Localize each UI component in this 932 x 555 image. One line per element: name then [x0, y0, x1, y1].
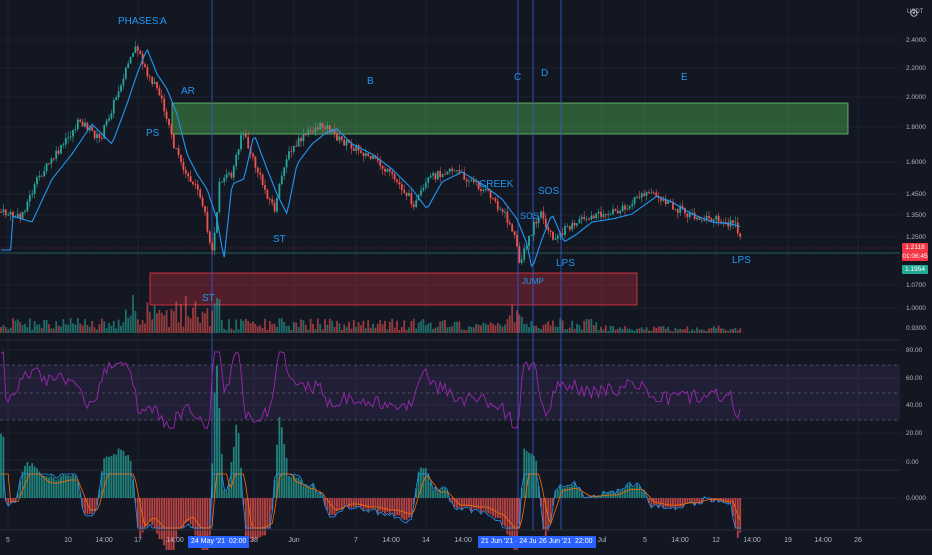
price-tick: 1.8000 [906, 124, 926, 131]
rsi-tick: 80.00 [906, 347, 923, 354]
rsi-tick: 40.00 [906, 402, 923, 409]
time-axis[interactable]: 5 10 14:00 17 14:00 28 Jun 7 14:00 14 14… [6, 537, 862, 544]
st-label-2: ST [202, 293, 215, 304]
sos-label: SOS [538, 186, 559, 197]
time-tick: 28 [250, 537, 258, 544]
countdown-tag: 01:06:45 [902, 252, 928, 261]
time-tick: 12 [712, 537, 720, 544]
vertical-lines [212, 0, 561, 530]
price-tick: 1.0000 [906, 305, 926, 312]
resistance-zone[interactable] [172, 103, 848, 134]
time-tick: 14:00 [814, 537, 832, 544]
price-tick: 0.9300 [906, 325, 926, 332]
rsi-tick: 0.00 [906, 459, 919, 466]
creek-label: CREEK [479, 179, 514, 190]
price-tick: 1.4500 [906, 191, 926, 198]
st-label: ST [273, 234, 286, 245]
time-tick: 14:00 [382, 537, 400, 544]
rsi-band [0, 365, 900, 420]
phase-e-label: E [681, 72, 688, 83]
lps-label-2: LPS [732, 255, 751, 266]
time-tick: Jul [598, 537, 607, 544]
time-tick: 14:00 [95, 537, 113, 544]
rsi-tick: 20.00 [906, 430, 923, 437]
time-tick: 14:00 [454, 537, 472, 544]
ps-label: PS [146, 128, 160, 139]
time-tick: 7 [354, 537, 358, 544]
price-tick: 1.0700 [906, 282, 926, 289]
phases-title: PHASES: [118, 16, 161, 27]
ar-label: AR [181, 86, 195, 97]
crosshair-date-tag: 24 May '21 02:00 [188, 536, 249, 548]
support-zone[interactable] [150, 273, 637, 305]
price-tick: 2.4000 [906, 37, 926, 44]
time-tick: 14:00 [166, 537, 184, 544]
time-tick: 5 [643, 537, 647, 544]
price-tick: 2.2000 [906, 65, 926, 72]
time-tick: 26 [854, 537, 862, 544]
price-tick: 1.6000 [906, 159, 926, 166]
time-tick: 14:00 [671, 537, 689, 544]
wyckoff-annotations[interactable]: PHASES: A B C D E PS AR ST ST CREEK SOS … [118, 16, 751, 304]
time-tick: 5 [6, 537, 10, 544]
time-tick: 14 [422, 537, 430, 544]
time-tick: 19 [784, 537, 792, 544]
price-tick: 1.3500 [906, 212, 926, 219]
time-tick: 14:00 [743, 537, 761, 544]
phase-b-label: B [367, 76, 374, 87]
phase-c-label: C [514, 72, 521, 83]
sos-label-2: SOS [520, 211, 539, 221]
price-tick: 1.2500 [906, 234, 926, 241]
phase-a-label: A [160, 16, 167, 27]
crosshair-date-tag: 26 Jun '21 22:00 [536, 536, 596, 548]
lps-label: LPS [556, 258, 575, 269]
time-tick: Jun [288, 537, 299, 544]
macd-tick: 0.0000 [906, 495, 926, 502]
jump-label: JUMP [522, 277, 544, 286]
bid-price-tag: 1.1954 [902, 265, 928, 274]
time-tick: 10 [64, 537, 72, 544]
last-price-tag: 1.2118 [902, 243, 928, 252]
phase-d-label: D [541, 68, 548, 79]
price-tick: 2.0000 [906, 94, 926, 101]
time-tick: 17 [134, 537, 142, 544]
rsi-tick: 60.00 [906, 375, 923, 382]
